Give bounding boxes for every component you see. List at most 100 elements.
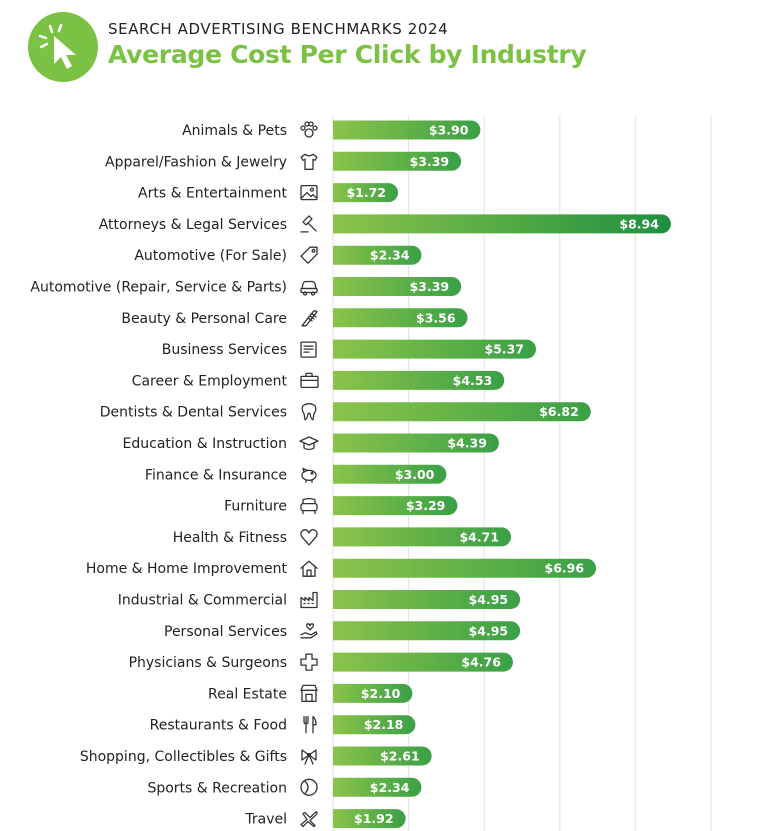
value-label: $8.94 — [619, 216, 659, 231]
value-label: $3.56 — [416, 310, 456, 325]
value-label: $5.37 — [484, 342, 524, 357]
bar — [333, 715, 416, 735]
bar-row: Career & Employment $4.53 — [132, 370, 505, 390]
chart-kicker: SEARCH ADVERTISING BENCHMARKS 2024 — [108, 20, 449, 38]
category-label: Apparel/Fashion & Jewelry — [105, 154, 287, 170]
bar — [333, 809, 406, 829]
medical-cross-icon — [300, 653, 318, 671]
bar — [333, 339, 536, 359]
value-label: $4.95 — [469, 623, 509, 638]
bar-row: Beauty & Personal Care $3.56 — [121, 308, 468, 328]
category-label: Home & Home Improvement — [86, 561, 288, 577]
storefront-icon — [300, 684, 318, 703]
bar-row: Automotive (For Sale) $2.34 — [134, 245, 422, 265]
category-label: Real Estate — [208, 686, 287, 702]
bar-row: Sports & Recreation $2.34 — [147, 777, 422, 797]
house-icon — [300, 560, 318, 577]
chart-title: Average Cost Per Click by Industry — [108, 40, 587, 69]
bar — [333, 527, 512, 547]
category-label: Restaurants & Food — [150, 718, 287, 734]
bar — [333, 277, 462, 296]
category-label: Beauty & Personal Care — [121, 311, 287, 327]
value-label: $3.39 — [410, 279, 450, 294]
ball-icon — [300, 778, 318, 796]
bar-row: Industrial & Commercial $4.95 — [118, 590, 521, 609]
bar — [333, 151, 462, 171]
bar — [333, 183, 399, 203]
document-icon — [300, 341, 317, 358]
briefcase-icon — [300, 372, 319, 389]
category-label: Animals & Pets — [182, 123, 287, 139]
category-label: Health & Fitness — [173, 530, 287, 546]
category-label: Business Services — [162, 342, 287, 358]
picture-icon — [300, 184, 318, 201]
category-label: Finance & Insurance — [145, 467, 287, 483]
bar — [333, 214, 671, 234]
armchair-icon — [300, 497, 318, 515]
bar — [333, 496, 458, 516]
bar — [333, 746, 432, 766]
value-label: $3.00 — [395, 467, 435, 482]
value-label: $4.53 — [453, 373, 493, 388]
price-tag-icon — [300, 246, 318, 264]
value-label: $2.34 — [370, 248, 410, 263]
value-label: $4.95 — [469, 592, 509, 607]
bar-row: Business Services $5.37 — [162, 339, 536, 359]
graduation-cap-icon — [299, 436, 319, 451]
bar-row: Dentists & Dental Services $6.82 — [100, 402, 591, 422]
bar — [333, 402, 591, 422]
bar — [333, 370, 505, 390]
bar — [333, 308, 468, 328]
value-label: $6.82 — [539, 404, 579, 419]
category-label: Arts & Entertainment — [138, 186, 287, 202]
gavel-icon — [300, 215, 317, 233]
category-label: Automotive (For Sale) — [134, 248, 287, 264]
bar-row: Furniture $3.29 — [224, 496, 458, 516]
bar-row: Physicians & Surgeons $4.76 — [129, 652, 513, 672]
value-label: $3.39 — [410, 154, 450, 169]
value-label: $6.96 — [545, 561, 585, 576]
bar — [333, 590, 521, 609]
category-label: Career & Employment — [132, 373, 288, 389]
bar — [333, 621, 521, 641]
bar — [333, 464, 447, 484]
piggy-bank-icon — [301, 467, 317, 483]
value-label: $2.61 — [380, 749, 420, 764]
car-icon — [300, 280, 318, 296]
gift-bow-icon — [301, 749, 317, 765]
value-label: $2.18 — [364, 717, 404, 732]
factory-icon — [300, 591, 318, 609]
heart-icon — [300, 529, 318, 546]
bar — [333, 652, 513, 672]
category-label: Furniture — [224, 499, 287, 515]
bar-chart: Animals & Pets $3.90 Apparel/Fashion & Jew… — [30, 115, 712, 831]
bar-row: Restaurants & Food $2.18 — [150, 715, 416, 735]
comb-icon — [301, 310, 318, 327]
value-label: $1.92 — [354, 811, 394, 826]
value-label: $4.39 — [447, 436, 487, 451]
category-label: Shopping, Collectibles & Gifts — [80, 749, 287, 765]
bar — [333, 777, 422, 797]
tshirt-icon — [300, 153, 318, 170]
bar-row: Shopping, Collectibles & Gifts $2.61 — [80, 746, 432, 766]
value-label: $2.10 — [361, 686, 401, 701]
value-label: $2.34 — [370, 780, 410, 795]
category-label: Attorneys & Legal Services — [99, 217, 287, 233]
bar-row: Apparel/Fashion & Jewelry $3.39 — [105, 151, 462, 171]
airplane-icon — [300, 811, 318, 828]
bar-row: Arts & Entertainment $1.72 — [138, 183, 399, 203]
paw-icon — [300, 121, 318, 138]
bar-row: Home & Home Improvement $6.96 — [86, 558, 597, 578]
value-label: $1.72 — [346, 185, 386, 200]
bar-row: Automotive (Repair, Service & Parts) $3.3… — [30, 277, 462, 296]
cursor-click-icon — [38, 23, 76, 69]
value-label: $3.90 — [429, 123, 469, 138]
logo — [28, 12, 98, 82]
category-label: Personal Services — [164, 624, 287, 640]
category-label: Dentists & Dental Services — [100, 405, 287, 421]
value-label: $4.71 — [459, 529, 499, 544]
bar-row: Finance & Insurance $3.00 — [145, 464, 447, 484]
fork-knife-icon — [303, 716, 317, 734]
category-label: Physicians & Surgeons — [129, 655, 287, 671]
category-label: Travel — [244, 812, 287, 828]
